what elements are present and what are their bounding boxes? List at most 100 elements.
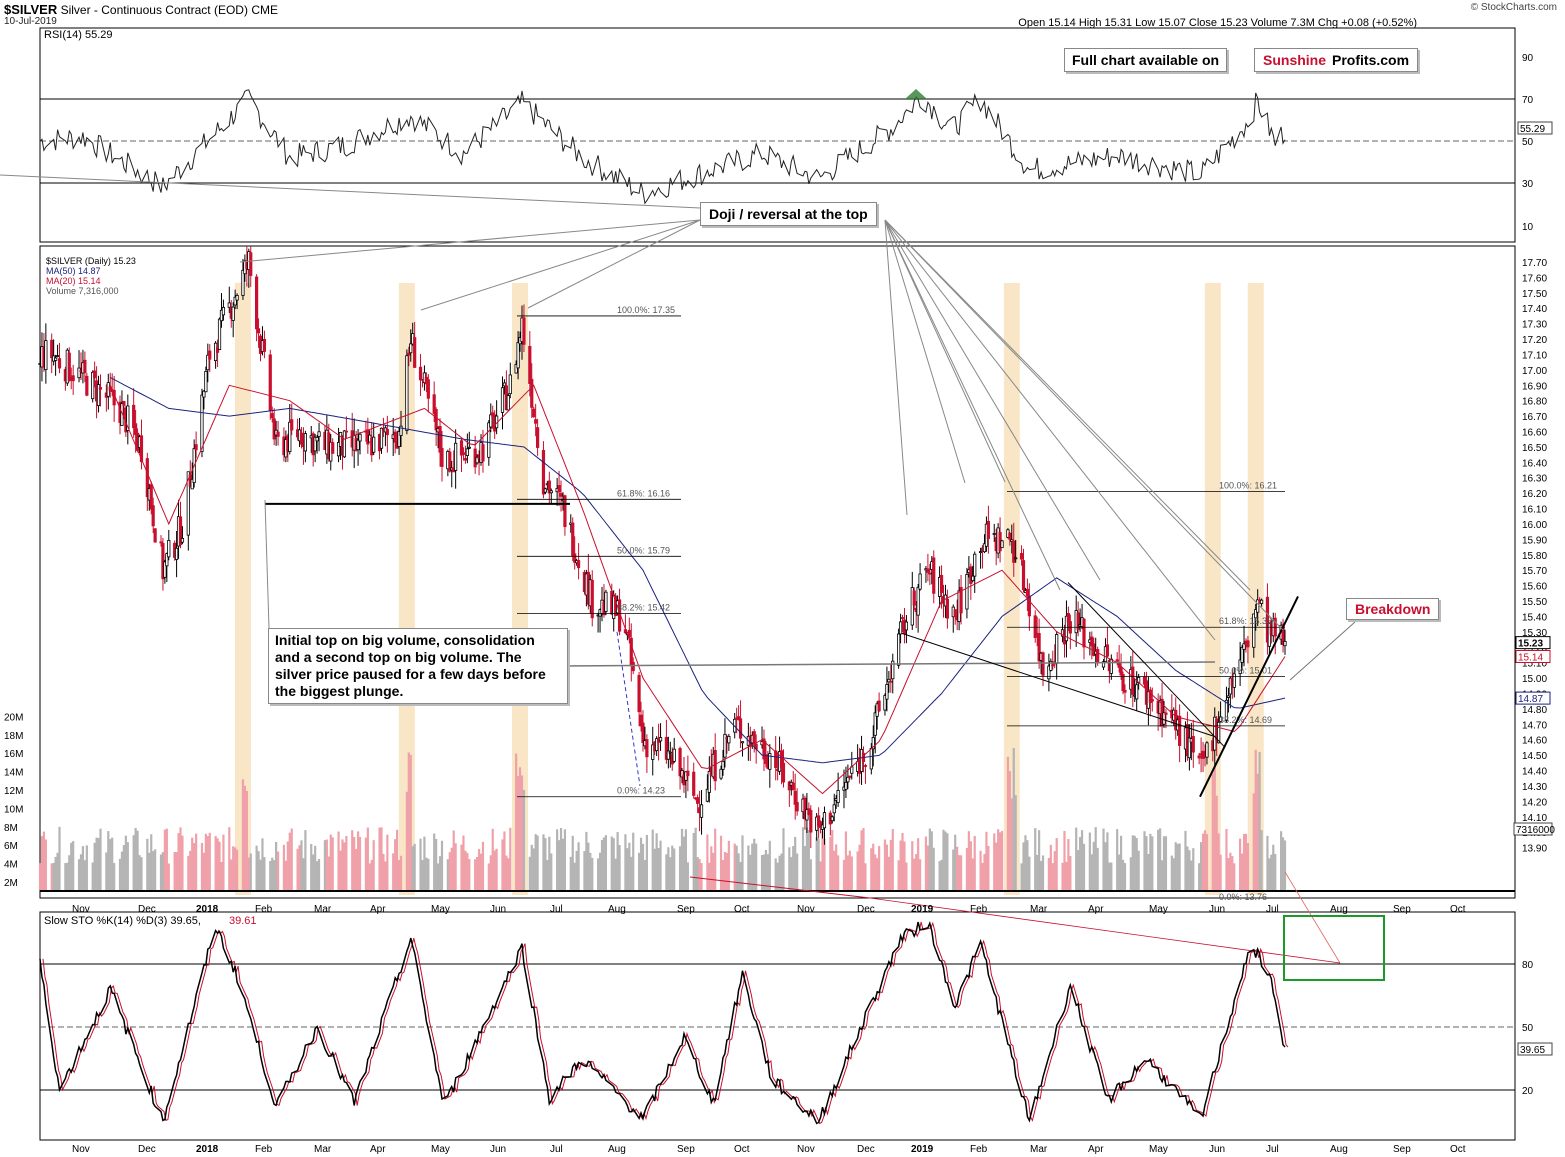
- volume-bar: [768, 840, 771, 890]
- candle-body: [992, 533, 996, 535]
- candle-body: [1012, 540, 1016, 563]
- volume-bar: [501, 839, 504, 890]
- volume-bar: [1116, 829, 1119, 890]
- volume-bar: [421, 860, 424, 890]
- volume-bar: [77, 859, 81, 890]
- candle-body: [680, 770, 684, 778]
- highlight-column: [398, 283, 415, 895]
- volume-bar: [448, 852, 451, 890]
- volume-bar: [1270, 854, 1273, 890]
- price-tick-label: 16.30: [1522, 474, 1547, 485]
- x-axis-label: May: [1149, 904, 1168, 915]
- candle-body: [432, 394, 436, 414]
- candle-body: [1217, 721, 1221, 744]
- volume-bar: [942, 829, 945, 890]
- volume-bar: [222, 834, 225, 890]
- volume-bar: [616, 832, 619, 890]
- x-axis-label-bottom: Jul: [1266, 1144, 1279, 1155]
- candle-body: [737, 716, 741, 721]
- volume-bar: [1160, 860, 1164, 890]
- candle-body: [668, 751, 672, 754]
- price-tick-label: 14.70: [1522, 720, 1547, 731]
- x-axis-label: Aug: [1330, 904, 1348, 915]
- volume-bar: [124, 835, 127, 890]
- volume-bar: [1061, 862, 1064, 890]
- candle-body: [71, 375, 75, 382]
- volume-bar: [819, 861, 822, 890]
- candle-body: [1027, 595, 1031, 617]
- volume-bar: [1063, 830, 1066, 890]
- doji-annotation: Doji / reversal at the top: [700, 202, 877, 226]
- candle-body: [1055, 634, 1059, 664]
- volume-bar: [844, 831, 848, 890]
- volume-bar: [1010, 798, 1013, 890]
- volume-bar: [343, 842, 346, 890]
- volume-bar: [440, 840, 444, 890]
- candle-body: [67, 352, 71, 381]
- declining-trendline: [1067, 582, 1226, 748]
- x-axis-label: Nov: [797, 904, 815, 915]
- sunshine-profits-link[interactable]: Sunshine Profits.com: [1254, 48, 1419, 72]
- candle-body: [795, 802, 799, 812]
- highlight-column: [1247, 283, 1264, 895]
- candle-body: [664, 736, 669, 760]
- candle-body: [658, 737, 663, 742]
- sto-tick-label: 20: [1522, 1086, 1534, 1097]
- volume-bar: [755, 843, 758, 890]
- price-tick-label: 15.40: [1522, 612, 1547, 623]
- volume-bar: [1096, 847, 1099, 890]
- candle-body: [916, 586, 920, 616]
- volume-bar: [394, 839, 397, 890]
- candle-body: [268, 354, 272, 411]
- candle-body: [163, 561, 167, 578]
- volume-bar: [353, 837, 356, 890]
- candle-body: [692, 771, 696, 796]
- candle-body: [926, 568, 930, 573]
- volume-bar: [671, 845, 674, 890]
- candle-body: [1240, 646, 1244, 663]
- volume-tick-label: 18M: [4, 731, 23, 742]
- volume-bar: [815, 837, 818, 890]
- volume-bar: [778, 855, 781, 890]
- volume-bar: [409, 754, 412, 890]
- volume-bar: [120, 851, 124, 890]
- volume-bar: [1233, 863, 1236, 890]
- volume-bar: [917, 838, 920, 890]
- candle-body: [1178, 715, 1182, 746]
- chart-title: $SILVER Silver - Continuous Contract (EO…: [4, 2, 278, 17]
- candle-body: [288, 421, 292, 452]
- candle-body: [549, 490, 553, 494]
- volume-bar: [1268, 858, 1271, 890]
- volume-bar: [1119, 835, 1123, 890]
- candle-body: [928, 572, 932, 575]
- doji-pointer: [884, 219, 966, 484]
- volume-bar: [1135, 837, 1138, 890]
- volume-bar: [150, 834, 153, 890]
- candle-body: [848, 775, 852, 778]
- volume-bar: [659, 840, 662, 890]
- candle-body: [407, 352, 411, 356]
- candle-body: [1033, 615, 1037, 638]
- volume-bar: [1053, 851, 1056, 890]
- price-tick-label: 14.40: [1522, 767, 1547, 778]
- volume-bar: [195, 833, 198, 890]
- volume-bar: [38, 863, 42, 890]
- candle-body: [385, 428, 389, 436]
- fib-right-label: 61.8%: 15.33: [1219, 616, 1272, 626]
- volume-bar: [655, 833, 658, 890]
- note-pointer: [264, 499, 270, 629]
- volume-bar: [1143, 831, 1146, 890]
- candle-body: [1242, 643, 1246, 650]
- candle-body: [83, 359, 87, 374]
- volume-bar: [801, 827, 805, 890]
- candle-body: [145, 458, 149, 498]
- volume-bar: [107, 831, 110, 890]
- volume-bar: [1246, 842, 1250, 890]
- candle-body: [397, 431, 401, 447]
- volume-bar: [286, 841, 289, 890]
- price-legend-item: MA(20) 15.14: [46, 276, 101, 286]
- volume-bar: [273, 860, 276, 890]
- volume-bar: [637, 852, 641, 890]
- price-tick-label: 15.90: [1522, 535, 1547, 546]
- x-axis-label: Jul: [1266, 904, 1279, 915]
